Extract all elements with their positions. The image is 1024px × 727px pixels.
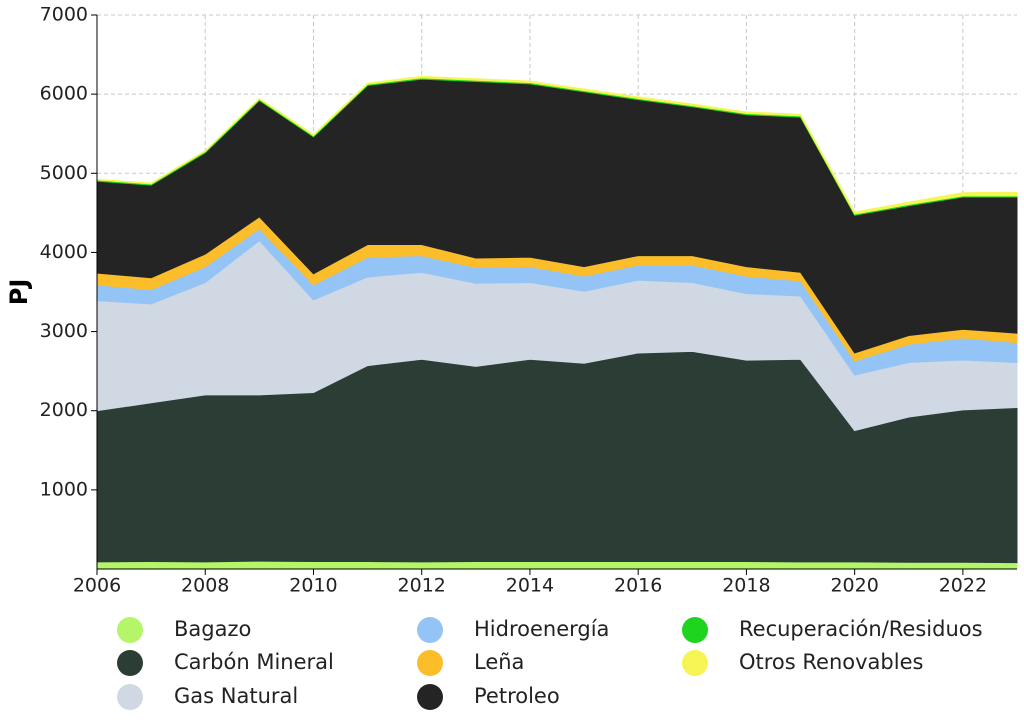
x-tick-label: 2016 — [614, 575, 662, 597]
x-tick-label: 2012 — [398, 575, 446, 597]
legend-swatch — [682, 617, 708, 643]
legend-swatch — [417, 650, 443, 676]
y-tick-label: 3000 — [40, 320, 88, 342]
legend-label: Carbón Mineral — [174, 650, 334, 674]
areas — [96, 75, 1018, 570]
legend-label: Hidroenergía — [474, 617, 609, 641]
y-tick-label: 1000 — [40, 478, 88, 500]
area — [96, 75, 1018, 215]
x-tick-label: 2022 — [939, 575, 987, 597]
legend-label: Petroleo — [474, 684, 560, 708]
y-tick-label: 4000 — [40, 241, 88, 263]
legend: Bagazo Carbón Mineral Gas Natural Hidroener… — [117, 617, 983, 710]
x-tick-label: 2010 — [289, 575, 337, 597]
legend-swatch — [417, 617, 443, 643]
legend-label: Recuperación/Residuos — [739, 617, 983, 641]
legend-swatch — [117, 650, 143, 676]
y-tick-label: 2000 — [40, 399, 88, 421]
legend-swatch — [117, 684, 143, 710]
y-tick-label: 7000 — [40, 4, 88, 26]
x-tick-label: 2014 — [506, 575, 554, 597]
legend-label: Leña — [474, 650, 524, 674]
legend-swatch — [682, 650, 708, 676]
y-axis-label: PJ — [5, 279, 33, 306]
x-tick-label: 2020 — [830, 575, 878, 597]
x-tick-label: 2008 — [181, 575, 229, 597]
legend-swatch — [117, 617, 143, 643]
legend-label: Otros Renovables — [739, 650, 923, 674]
legend-label: Gas Natural — [174, 684, 298, 708]
y-tick-label: 5000 — [40, 162, 88, 184]
x-tick-label: 2006 — [73, 575, 121, 597]
y-tick-label: 6000 — [40, 83, 88, 105]
legend-label: Bagazo — [174, 617, 251, 641]
x-tick-label: 2018 — [722, 575, 770, 597]
legend-swatch — [417, 684, 443, 710]
axes: 1000 2000 3000 4000 5000 6000 7000 2006 2008 2010… — [40, 4, 1017, 597]
